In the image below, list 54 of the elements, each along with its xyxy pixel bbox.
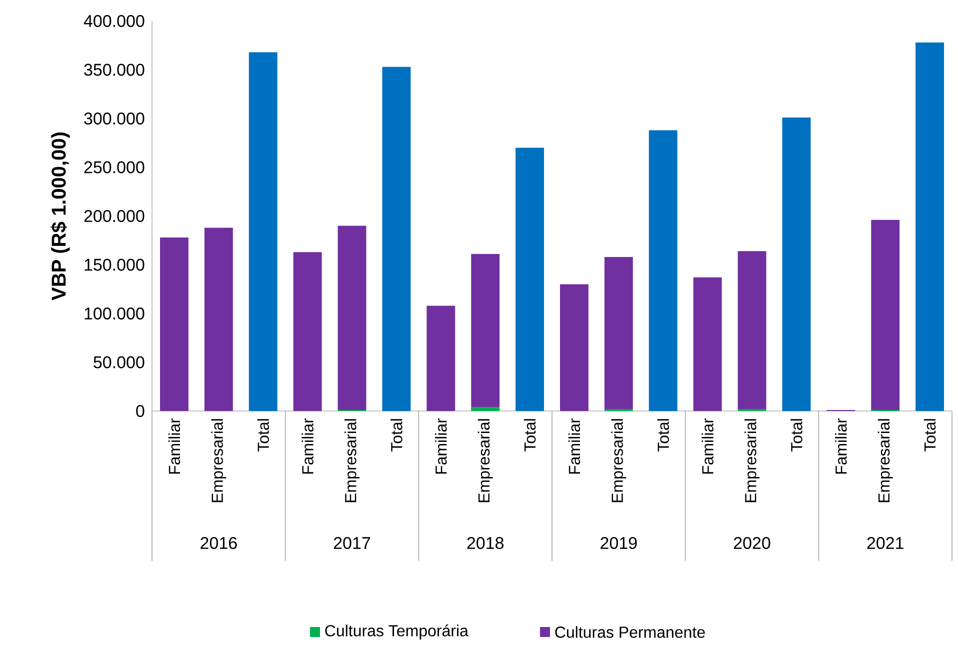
y-tick-label: 350.000 xyxy=(84,64,144,76)
x-tick-label: Empresarial xyxy=(478,419,493,502)
x-tick-label: Total xyxy=(524,419,536,452)
x-tick-label: Familiar xyxy=(435,418,447,474)
text: 2019 xyxy=(600,537,637,550)
y-tick-label: 150.000 xyxy=(84,258,144,271)
bar xyxy=(916,42,944,412)
bar xyxy=(293,252,322,412)
bar xyxy=(604,256,633,410)
x-tick-label: Total xyxy=(657,419,669,452)
bar xyxy=(204,228,233,412)
x-tick-label: Familiar xyxy=(835,418,847,474)
bar xyxy=(782,118,811,412)
bar xyxy=(338,226,366,410)
bar xyxy=(471,254,500,408)
y-tick-label: 400.000 xyxy=(84,15,144,28)
bar xyxy=(426,306,456,412)
x-tick-label: Total xyxy=(924,419,936,452)
x-tick-label: Empresarial xyxy=(344,419,360,502)
bar xyxy=(648,130,678,412)
x-tick-label: Total xyxy=(790,419,802,452)
x-tick-label: Total xyxy=(390,419,402,452)
x-tick-label: Empresarial xyxy=(744,419,760,502)
legend-label: Culturas Temporária xyxy=(325,624,468,640)
x-tick-label: Empresarial xyxy=(211,419,226,502)
y-axis-title: VBP (R$ 1.000,00) xyxy=(50,132,70,300)
bar xyxy=(738,251,766,410)
legend-label: Culturas Permanente xyxy=(555,626,705,638)
bar xyxy=(871,220,900,410)
text: 2020 xyxy=(734,537,770,550)
text: 2018 xyxy=(467,537,504,550)
x-tick-label: Empresarial xyxy=(611,419,626,502)
x-tick-label: Familiar xyxy=(302,418,314,474)
y-tick-label: 250.000 xyxy=(84,161,144,174)
y-tick-label: 0 xyxy=(136,405,144,418)
bar xyxy=(560,284,588,412)
y-tick-label: 300.000 xyxy=(84,112,144,125)
bar xyxy=(516,148,544,412)
bar xyxy=(160,237,188,412)
bar xyxy=(382,66,411,412)
x-tick-label: Familiar xyxy=(168,418,180,474)
x-tick-label: Total xyxy=(257,419,269,452)
bar xyxy=(693,277,722,412)
y-tick-label: 50.000 xyxy=(94,356,144,368)
text: 2017 xyxy=(334,537,370,550)
x-tick-label: Familiar xyxy=(702,418,714,474)
bar xyxy=(248,52,278,412)
text: 2021 xyxy=(867,537,904,550)
bar xyxy=(471,407,500,412)
y-tick-label: 100.000 xyxy=(84,308,144,320)
y-tick-label: 200.000 xyxy=(84,210,144,222)
x-tick-label: Familiar xyxy=(568,418,580,474)
text: 2016 xyxy=(200,537,237,550)
x-tick-label: Empresarial xyxy=(878,419,893,502)
